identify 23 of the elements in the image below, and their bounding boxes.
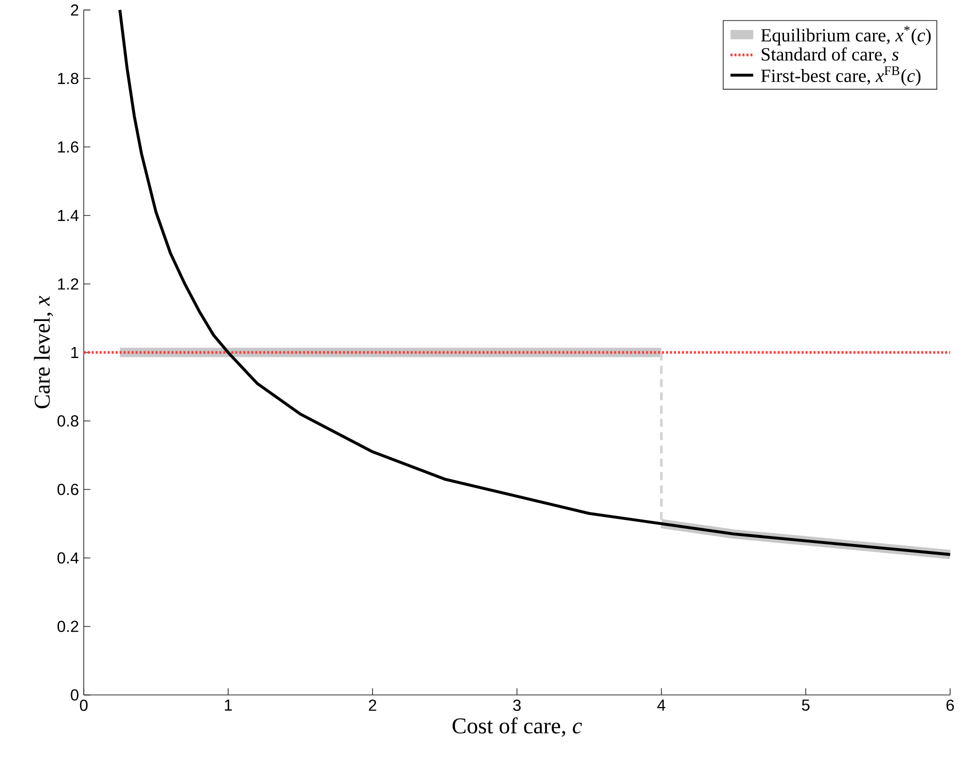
y-tick-label: 1.2 (58, 278, 78, 290)
legend-label: First-best care, x$^{FB}$(c) (761, 66, 920, 86)
y-tick-label: 0.8 (58, 415, 78, 427)
y-tick-label: 0.2 (58, 620, 78, 632)
y-tick-label: 0.4 (58, 552, 79, 564)
x-tick-label: 5 (802, 700, 810, 711)
legend-label: Standard of care, s (762, 48, 898, 64)
y-tick-label: 1.6 (58, 141, 78, 153)
x-tick-label: 3 (513, 700, 521, 712)
y-tick-label: 0 (70, 689, 78, 701)
x-axis-title: Cost of care, c (452, 718, 582, 737)
y-axis-title: Care level, x (34, 296, 54, 408)
x-tick-label: 1 (224, 700, 232, 711)
y-tick-label: 2 (70, 4, 78, 16)
y-tick-label: 1.8 (58, 72, 78, 84)
y-tick-label: 1 (71, 347, 78, 358)
x-tick-label: 4 (657, 700, 666, 711)
x-tick-label: 6 (946, 700, 954, 712)
y-tick-label: 1.4 (58, 210, 79, 222)
y-tick-label: 0.6 (58, 484, 78, 496)
x-tick-label: 2 (368, 700, 376, 711)
x-tick-label: 0 (80, 700, 88, 712)
legend-label: Equilibrium care, x$^{*}$(c) (761, 26, 931, 46)
